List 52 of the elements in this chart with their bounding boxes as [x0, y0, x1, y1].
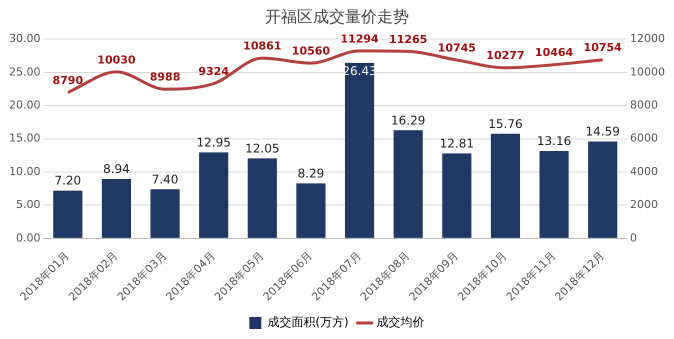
- data-label: 13.16: [536, 134, 572, 148]
- data-label: 9324: [198, 64, 230, 78]
- data-label: 10560: [292, 44, 330, 58]
- data-label: 10745: [438, 41, 476, 54]
- bar: [394, 130, 423, 238]
- data-label: 8988: [150, 70, 180, 84]
- data-label: 15.76: [488, 116, 523, 131]
- data-label: 11265: [389, 32, 428, 46]
- bar: [102, 179, 132, 238]
- bar: [539, 151, 569, 238]
- legend-label: 成交面积(万方): [267, 315, 349, 330]
- y-tick-label: 0.00: [16, 231, 40, 244]
- data-label: 12.95: [196, 136, 231, 150]
- data-label: 8790: [52, 74, 84, 87]
- data-label: 16.29: [391, 113, 426, 128]
- data-label: 14.59: [586, 124, 620, 139]
- data-label: 8.29: [298, 166, 324, 180]
- y-tick-label: 5.00: [16, 198, 40, 212]
- y2-tick-label: 8000: [630, 98, 658, 112]
- bar: [150, 189, 180, 238]
- chart-title: 开福区成交量价走势: [265, 6, 409, 26]
- y-tick-label: 30.00: [8, 32, 40, 46]
- y2-tick-label: 10000: [630, 65, 666, 78]
- data-label: 8.94: [103, 162, 130, 176]
- y2-tick-label: 0: [630, 231, 638, 244]
- bar: [490, 134, 520, 238]
- data-label: 10861: [243, 39, 282, 52]
- y-tick-label: 10.00: [8, 164, 40, 178]
- data-label: 10464: [534, 46, 574, 60]
- data-label: 11294: [340, 32, 380, 46]
- data-label: 10030: [97, 53, 136, 66]
- bar: [199, 152, 228, 238]
- data-label: 10754: [584, 41, 622, 54]
- data-label: 7.40: [152, 172, 178, 186]
- y2-tick-label: 2000: [630, 198, 658, 212]
- y2-tick-label: 4000: [630, 164, 658, 178]
- y-tick-label: 25.00: [8, 65, 40, 78]
- y-tick-label: 20.00: [8, 98, 40, 112]
- bar: [296, 183, 326, 238]
- data-label: 7.20: [54, 174, 82, 188]
- data-label: 12.81: [440, 136, 474, 150]
- bar: [53, 190, 82, 238]
- y2-tick-label: 6000: [630, 132, 658, 145]
- bar: [588, 142, 618, 238]
- legend-label: 成交均价: [376, 315, 425, 330]
- bar: [248, 158, 277, 238]
- bar: [442, 153, 472, 238]
- data-label: 12.05: [245, 142, 280, 156]
- y-tick-label: 15.00: [8, 132, 40, 145]
- bar: [344, 62, 374, 238]
- data-label: 10277: [486, 49, 525, 62]
- y2-tick-label: 12000: [630, 32, 666, 46]
